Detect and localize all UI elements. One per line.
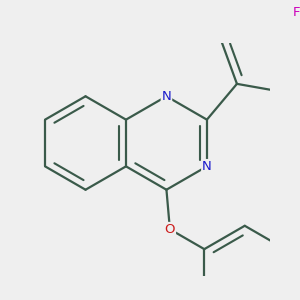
Text: O: O <box>165 223 175 236</box>
Text: N: N <box>202 160 212 173</box>
Text: F: F <box>293 6 300 19</box>
Text: N: N <box>162 90 171 103</box>
